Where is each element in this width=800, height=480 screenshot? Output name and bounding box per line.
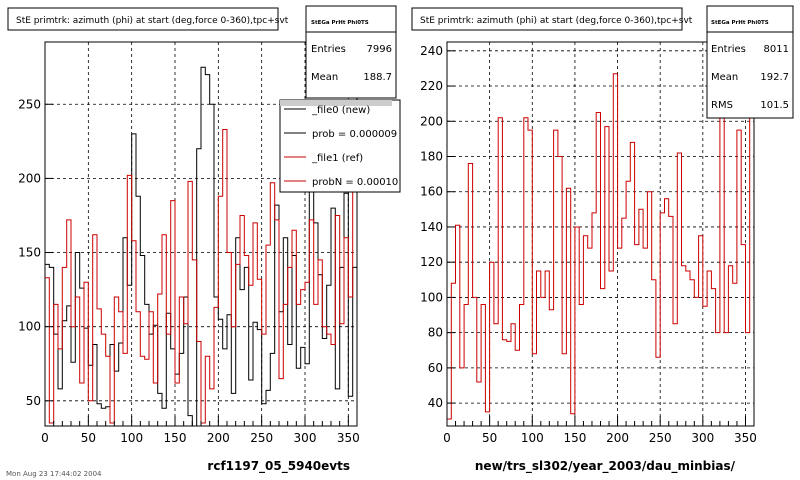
left-series-file1-ref: [45, 129, 357, 424]
left-ytick-label: 150: [18, 246, 41, 260]
right-mean-value: 192.7: [760, 72, 789, 83]
left-xtick-label: 200: [207, 431, 230, 445]
left-ytick-label: 50: [26, 394, 41, 408]
right-ytick-label: 40: [428, 396, 443, 410]
left-series-group: [45, 66, 357, 427]
left-histogram-panel: 0 50 100 150 200 250 300 350 50 100 150 200 250 StE…: [6, 5, 401, 478]
left-y-axis: 50 100 150 200 250: [18, 97, 53, 408]
left-xlabel: rcf1197_05_5940evts: [207, 459, 350, 474]
right-ytick-label: 220: [420, 79, 443, 93]
right-xtick-label: 150: [563, 431, 586, 445]
right-ytick-label: 140: [420, 220, 443, 234]
left-entries-label: Entries: [311, 44, 346, 55]
right-series-file1-ref: [447, 73, 754, 420]
legend-probn-label: probN = 0.00010: [312, 177, 398, 188]
right-rms-value: 101.5: [760, 100, 789, 111]
left-xtick-label: 0: [41, 431, 49, 445]
left-xtick-label: 100: [120, 431, 143, 445]
left-ytick-label: 100: [18, 320, 41, 334]
right-title: StE primtrk: azimuth (phi) at start (deg…: [420, 16, 693, 26]
right-xlabel: new/trs_sl302/year_2003/dau_minbias/: [475, 459, 736, 474]
left-xtick-label: 50: [81, 431, 96, 445]
left-title-box: [7, 7, 279, 31]
left-mean-value: 188.7: [363, 72, 392, 83]
right-x-axis: 0 50 100 150 200 250 300 350: [443, 416, 757, 445]
right-xtick-label: 0: [443, 431, 451, 445]
left-title: StE primtrk: azimuth (phi) at start (deg…: [16, 16, 289, 26]
right-histogram-panel: 0 50 100 150 200 250 300 350 40 60 80 100 120 140 160…: [411, 5, 794, 474]
legend-ref-label: _file1 (ref): [311, 153, 363, 164]
right-title-box: [411, 7, 683, 31]
right-xtick-label: 200: [606, 431, 629, 445]
left-stats-box: StEGa PrHt Phi0TS Entries 7996 Mean 188.…: [305, 5, 397, 99]
right-stats-box: StEGa PrHt Phi0TS Entries 8011 Mean 192.…: [706, 5, 794, 119]
right-stats-name: StEGa PrHt Phi0TS: [711, 20, 769, 26]
left-xtick-label: 150: [164, 431, 187, 445]
left-ytick-label: 200: [18, 171, 41, 185]
right-ytick-label: 80: [428, 326, 443, 340]
right-ytick-label: 160: [420, 185, 443, 199]
left-legend: _file0 (new) prob = 0.000009 _file1 (ref…: [279, 99, 401, 193]
right-ytick-label: 120: [420, 255, 443, 269]
right-series-group: [447, 73, 754, 420]
left-ytick-label: 250: [18, 97, 41, 111]
right-ytick-label: 60: [428, 361, 443, 375]
left-stats-name: StEGa PrHt Phi0TS: [311, 20, 369, 26]
legend-prob-label: prob = 0.000009: [312, 129, 397, 140]
legend-new-label: _file0 (new): [311, 105, 370, 116]
left-x-axis: 0 50 100 150 200 250 300 350: [41, 416, 360, 445]
right-ytick-label: 240: [420, 44, 443, 58]
left-entries-value: 7996: [367, 44, 392, 55]
left-series-file0-new: [45, 66, 357, 427]
right-rms-label: RMS: [711, 100, 733, 111]
left-xtick-label: 300: [294, 431, 317, 445]
right-ytick-label: 100: [420, 290, 443, 304]
left-xtick-label: 350: [337, 431, 360, 445]
right-y-axis: 40 60 80 100 120 140 160 180 200 220 240: [420, 44, 455, 410]
right-xtick-label: 100: [521, 431, 544, 445]
right-mean-label: Mean: [711, 72, 738, 83]
left-xtick-label: 250: [250, 431, 273, 445]
right-ytick-label: 200: [420, 114, 443, 128]
right-entries-label: Entries: [711, 44, 746, 55]
right-entries-value: 8011: [764, 44, 789, 55]
right-xtick-label: 350: [734, 431, 757, 445]
right-ytick-label: 180: [420, 149, 443, 163]
right-xtick-label: 300: [691, 431, 714, 445]
right-xtick-label: 50: [482, 431, 497, 445]
left-mean-label: Mean: [311, 72, 338, 83]
timestamp-text: Mon Aug 23 17:44:02 2004: [6, 470, 102, 478]
right-xtick-label: 250: [649, 431, 672, 445]
